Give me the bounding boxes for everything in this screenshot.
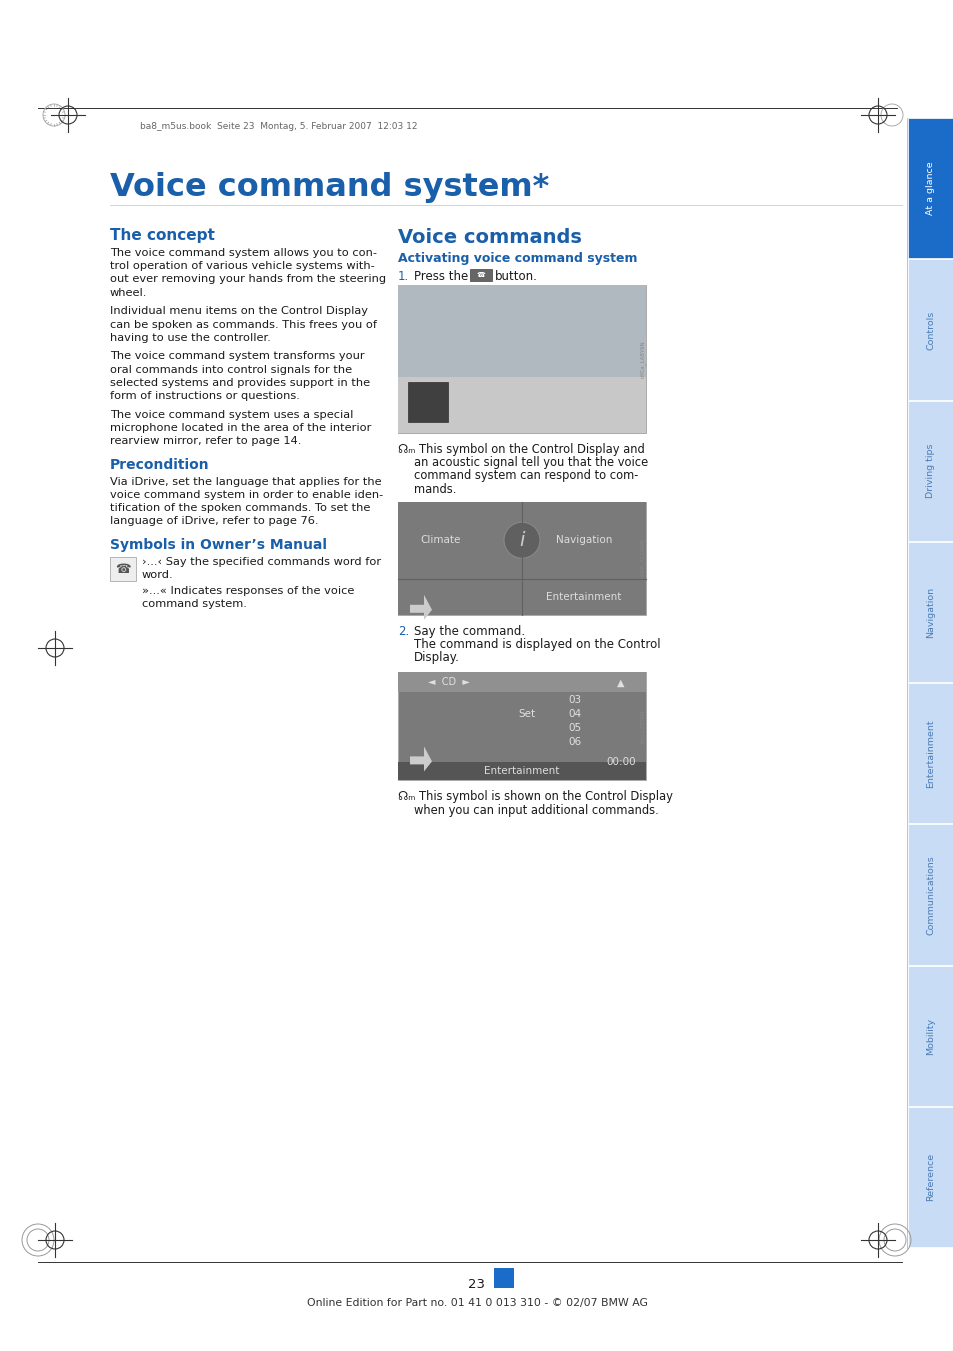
Text: Activating voice command system: Activating voice command system <box>397 253 637 265</box>
Text: Voice command system*: Voice command system* <box>110 172 549 203</box>
Bar <box>907 1106 953 1247</box>
Text: Entertainment: Entertainment <box>546 592 621 601</box>
Text: Climate: Climate <box>419 535 460 546</box>
Text: microphone located in the area of the interior: microphone located in the area of the in… <box>110 423 371 432</box>
Text: »...« Indicates responses of the voice: »...« Indicates responses of the voice <box>142 585 354 596</box>
Text: language of iDrive, refer to page 76.: language of iDrive, refer to page 76. <box>110 516 318 527</box>
Text: can be spoken as commands. This frees you of: can be spoken as commands. This frees yo… <box>110 319 376 330</box>
Bar <box>110 557 136 581</box>
Bar <box>408 382 448 422</box>
Text: Precondition: Precondition <box>110 458 210 471</box>
Text: Set: Set <box>517 709 535 719</box>
Text: Symbols in Owner’s Manual: Symbols in Owner’s Manual <box>110 538 327 553</box>
Bar <box>907 966 953 1105</box>
Text: i: i <box>518 531 524 550</box>
Text: oral commands into control signals for the: oral commands into control signals for t… <box>110 365 352 374</box>
Bar <box>907 824 953 965</box>
Text: Via iDrive, set the language that applies for the: Via iDrive, set the language that applie… <box>110 477 381 486</box>
Text: having to use the controller.: having to use the controller. <box>110 332 271 343</box>
Text: 00:00: 00:00 <box>606 758 636 767</box>
Text: out ever removing your hands from the steering: out ever removing your hands from the st… <box>110 274 386 285</box>
Bar <box>397 285 645 434</box>
Text: Navigation: Navigation <box>925 586 935 638</box>
Text: The command is displayed on the Control: The command is displayed on the Control <box>414 638 659 651</box>
Text: 23: 23 <box>468 1278 485 1292</box>
Text: z3oc2ZBY6N: z3oc2ZBY6N <box>639 709 645 743</box>
Text: ▲: ▲ <box>617 677 624 688</box>
Bar <box>397 673 645 693</box>
Text: mands.: mands. <box>414 482 456 496</box>
Bar <box>907 684 953 823</box>
Text: nVAR_AC10VN: nVAR_AC10VN <box>639 539 645 578</box>
Text: tification of the spoken commands. To set the: tification of the spoken commands. To se… <box>110 503 370 513</box>
Text: The concept: The concept <box>110 228 214 243</box>
Text: ◄  CD  ►: ◄ CD ► <box>428 677 470 688</box>
Text: selected systems and provides support in the: selected systems and provides support in… <box>110 378 370 388</box>
Text: Navigation: Navigation <box>556 535 612 546</box>
Text: rearview mirror, refer to page 14.: rearview mirror, refer to page 14. <box>110 436 301 446</box>
Text: ☎: ☎ <box>115 562 131 576</box>
Polygon shape <box>410 746 432 771</box>
Text: 03: 03 <box>567 696 580 705</box>
Text: At a glance: At a glance <box>925 162 935 215</box>
Text: The voice command system transforms your: The voice command system transforms your <box>110 351 364 362</box>
Bar <box>397 285 645 377</box>
Text: Voice commands: Voice commands <box>397 228 581 247</box>
Text: ☊ₘ This symbol on the Control Display and: ☊ₘ This symbol on the Control Display an… <box>397 443 644 457</box>
Bar <box>397 762 645 781</box>
Text: Entertainment: Entertainment <box>484 766 559 777</box>
Polygon shape <box>410 594 432 620</box>
Text: word.: word. <box>142 570 173 581</box>
Text: ba8_m5us.book  Seite 23  Montag, 5. Februar 2007  12:03 12: ba8_m5us.book Seite 23 Montag, 5. Februa… <box>140 122 417 131</box>
Text: Communications: Communications <box>925 855 935 935</box>
Text: Say the command.: Say the command. <box>414 624 524 638</box>
Text: when you can input additional commands.: when you can input additional commands. <box>414 804 659 816</box>
Bar <box>494 1269 514 1288</box>
Text: Online Edition for Part no. 01 41 0 013 310 - © 02/07 BMW AG: Online Edition for Part no. 01 41 0 013 … <box>306 1298 647 1308</box>
Text: 2.: 2. <box>397 624 409 638</box>
Text: The voice command system uses a special: The voice command system uses a special <box>110 409 353 420</box>
Text: voice command system in order to enable iden-: voice command system in order to enable … <box>110 490 383 500</box>
Bar <box>397 501 645 615</box>
Text: Reference: Reference <box>925 1154 935 1201</box>
Circle shape <box>503 523 539 558</box>
Bar <box>907 259 953 400</box>
Bar <box>907 542 953 682</box>
Bar <box>397 673 645 781</box>
Text: Controls: Controls <box>925 311 935 350</box>
Text: Individual menu items on the Control Display: Individual menu items on the Control Dis… <box>110 307 368 316</box>
Text: 1.: 1. <box>397 270 409 282</box>
Text: ☊ₘ This symbol is shown on the Control Display: ☊ₘ This symbol is shown on the Control D… <box>397 790 672 804</box>
Text: Driving tips: Driving tips <box>925 444 935 499</box>
Text: 06: 06 <box>567 738 580 747</box>
Text: Mobility: Mobility <box>925 1017 935 1055</box>
Text: 05: 05 <box>567 723 580 734</box>
Text: nYCa_LA8Y6N: nYCa_LA8Y6N <box>639 340 645 378</box>
Text: Press the: Press the <box>414 270 468 282</box>
Bar <box>397 377 645 434</box>
Bar <box>907 118 953 258</box>
Text: ☎: ☎ <box>476 272 485 278</box>
Bar <box>470 269 492 281</box>
Text: button.: button. <box>495 270 537 282</box>
Text: wheel.: wheel. <box>110 288 147 297</box>
Text: command system.: command system. <box>142 598 247 609</box>
Text: form of instructions or questions.: form of instructions or questions. <box>110 390 299 401</box>
Text: The voice command system allows you to con-: The voice command system allows you to c… <box>110 249 376 258</box>
Text: an acoustic signal tell you that the voice: an acoustic signal tell you that the voi… <box>414 457 648 469</box>
Text: Display.: Display. <box>414 651 459 665</box>
Text: Entertainment: Entertainment <box>925 719 935 788</box>
Text: trol operation of various vehicle systems with-: trol operation of various vehicle system… <box>110 261 375 272</box>
Text: command system can respond to com-: command system can respond to com- <box>414 469 638 482</box>
Text: 04: 04 <box>567 709 580 719</box>
Bar <box>397 501 645 615</box>
Bar <box>907 400 953 540</box>
Text: ›...‹ Say the specified commands word for: ›...‹ Say the specified commands word fo… <box>142 557 381 567</box>
